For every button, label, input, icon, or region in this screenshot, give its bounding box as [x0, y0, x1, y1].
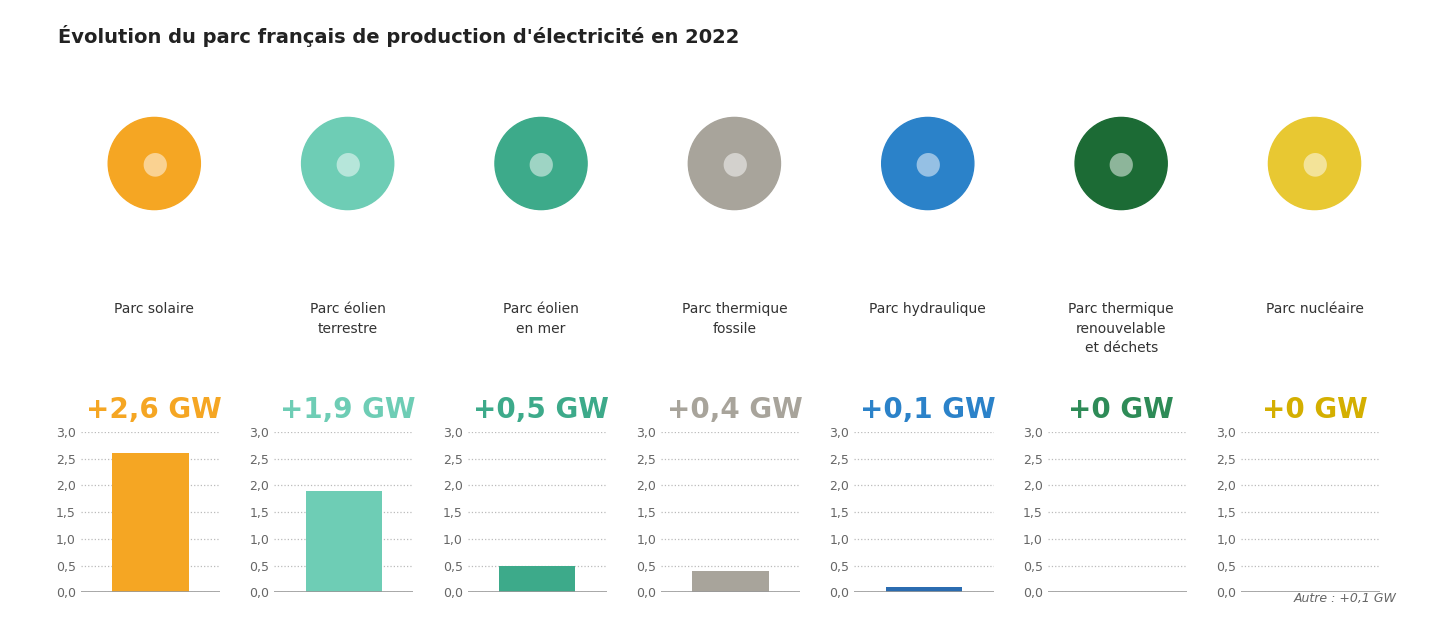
- Text: +0 GW: +0 GW: [1068, 396, 1174, 424]
- Text: +0 GW: +0 GW: [1261, 396, 1368, 424]
- Text: ●: ●: [914, 149, 942, 178]
- Text: ●: ●: [334, 149, 361, 178]
- Text: Parc nucléaire: Parc nucléaire: [1266, 302, 1364, 317]
- Text: +0,5 GW: +0,5 GW: [474, 396, 609, 424]
- Text: Parc thermique
fossile: Parc thermique fossile: [681, 302, 788, 336]
- Bar: [886, 587, 962, 592]
- Text: ●: ●: [141, 149, 167, 178]
- Text: +1,9 GW: +1,9 GW: [279, 396, 415, 424]
- Text: Parc solaire: Parc solaire: [114, 302, 194, 317]
- Text: Parc éolien
terrestre: Parc éolien terrestre: [310, 302, 386, 336]
- Text: Parc éolien
en mer: Parc éolien en mer: [503, 302, 579, 336]
- Text: ●: ●: [527, 149, 554, 178]
- Text: Évolution du parc français de production d'électricité en 2022: Évolution du parc français de production…: [58, 25, 739, 47]
- Bar: [305, 491, 382, 592]
- Text: Parc thermique
renouvelable
et déchets: Parc thermique renouvelable et déchets: [1068, 302, 1174, 355]
- Text: +0,4 GW: +0,4 GW: [667, 396, 802, 424]
- Text: +2,6 GW: +2,6 GW: [86, 396, 222, 424]
- Bar: [693, 571, 769, 592]
- Text: Parc hydraulique: Parc hydraulique: [870, 302, 986, 317]
- Text: ●: ●: [1302, 149, 1328, 178]
- Text: ●: ●: [1107, 149, 1135, 178]
- Text: ●: ●: [721, 149, 747, 178]
- Text: +0,1 GW: +0,1 GW: [860, 396, 995, 424]
- Text: Autre : +0,1 GW: Autre : +0,1 GW: [1295, 592, 1397, 605]
- Bar: [498, 566, 576, 592]
- Bar: [112, 453, 189, 592]
